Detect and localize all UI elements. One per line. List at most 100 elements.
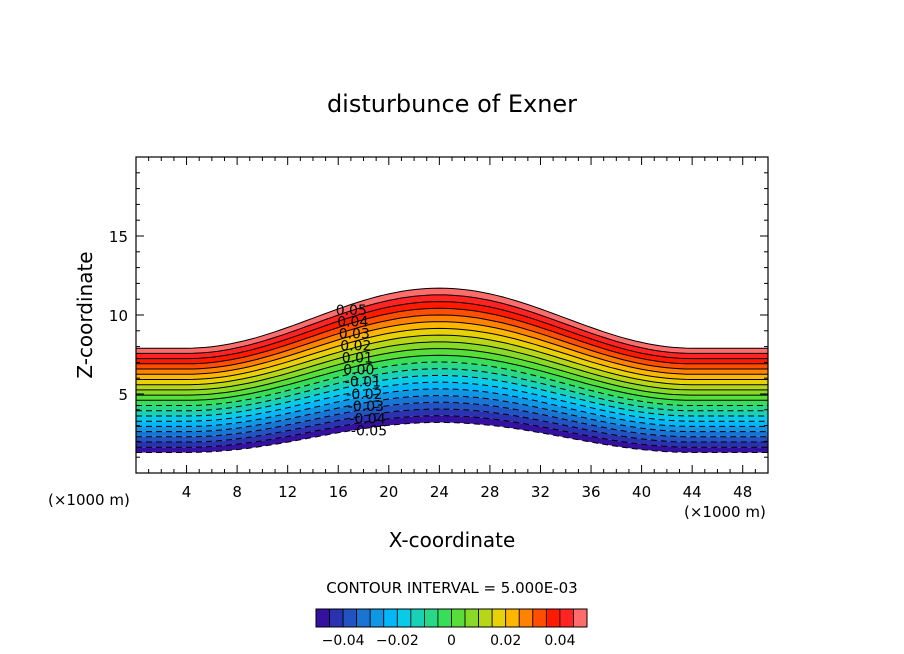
contour-line — [136, 334, 768, 386]
contour-band — [136, 348, 768, 401]
x-tick-label: 12 — [278, 483, 297, 501]
colorbar-cell — [396, 608, 412, 628]
x-axis: 4 8 12 16 20 24 28 32 36 40 44 48 — [148, 157, 756, 501]
y-tick-label: 5 — [118, 386, 128, 404]
contour-band — [136, 288, 768, 354]
x-tick-label: 28 — [480, 483, 499, 501]
colorbar-cell — [410, 608, 425, 628]
contour-line — [136, 415, 768, 448]
contour-line — [136, 368, 768, 412]
contour-band — [136, 328, 768, 385]
y-tick-label: 10 — [109, 307, 128, 325]
contour-line — [136, 388, 768, 427]
colorbar-cell — [315, 608, 330, 628]
contour-band — [136, 294, 768, 359]
x-tick-label: 32 — [531, 483, 550, 501]
contour-line — [136, 354, 768, 401]
colorbar-cell — [545, 608, 561, 628]
contour-line — [136, 307, 768, 365]
x-unit-label-right: (×1000 m) — [684, 503, 766, 521]
contour-line — [136, 341, 768, 391]
contour-line — [136, 381, 768, 422]
contour-line-label: -0.04 — [349, 411, 385, 427]
contour-band — [136, 375, 768, 422]
contour-band — [136, 301, 768, 364]
colorbar-cell — [573, 608, 588, 628]
contour-band — [136, 355, 768, 406]
y-axis-title: Z-coordinate — [73, 251, 97, 378]
contour-band — [136, 368, 768, 416]
contour-band — [136, 402, 768, 442]
contour-line-label: -0.03 — [348, 399, 384, 415]
contour-line-label: 0.00 — [343, 363, 374, 379]
colorbar-cell — [491, 608, 507, 628]
colorbar-cell — [451, 608, 466, 628]
colorbar-tick-label: 0 — [447, 633, 456, 649]
contour-band — [136, 341, 768, 396]
contour-field — [136, 288, 768, 453]
contour-line — [136, 421, 768, 453]
contour-line — [136, 287, 768, 349]
colorbar-cell — [356, 608, 371, 628]
contour-interval-label: CONTOUR INTERVAL = 5.000E-03 — [326, 579, 577, 597]
colorbar-frame — [315, 608, 588, 628]
x-tick-label: 40 — [632, 483, 651, 501]
colorbar-cell — [532, 608, 547, 628]
contour-line — [136, 294, 768, 354]
contour-line — [136, 321, 768, 375]
contour-lines — [136, 287, 768, 453]
contour-band — [136, 409, 768, 448]
contour-band — [136, 321, 768, 380]
x-tick-label: 36 — [581, 483, 600, 501]
contour-line — [136, 408, 768, 443]
x-tick-label: 20 — [379, 483, 398, 501]
contour-band — [136, 362, 768, 411]
colorbar-tick-label: 0.04 — [544, 633, 575, 649]
contour-line — [136, 401, 768, 438]
contour-line-label: -0.01 — [345, 375, 381, 391]
contour-line — [136, 361, 768, 406]
contour-line-label: 0.01 — [342, 351, 373, 367]
x-tick-label: 48 — [733, 483, 752, 501]
contour-band — [136, 382, 768, 427]
contour-band — [136, 308, 768, 369]
colorbar-cell — [559, 608, 574, 628]
colorbar-cell — [437, 608, 452, 628]
colorbar-cell — [464, 608, 479, 628]
contour-line — [136, 374, 768, 417]
contour-line — [136, 395, 768, 433]
colorbar — [315, 608, 588, 628]
colorbar-cell — [383, 608, 398, 628]
contour-line-label: -0.05 — [351, 424, 387, 440]
colorbar-ticks: −0.04 −0.02 0 0.02 0.04 — [322, 633, 576, 649]
x-tick-label: 4 — [182, 483, 192, 501]
colorbar-cell — [478, 608, 493, 628]
x-unit-label: (×1000 m) — [48, 491, 130, 509]
contour-line — [136, 314, 768, 370]
contour-band — [136, 395, 768, 437]
contour-line — [136, 301, 768, 360]
contour-band — [136, 415, 768, 453]
contour-band — [136, 335, 768, 390]
colorbar-cell — [423, 608, 439, 628]
contour-line — [136, 348, 768, 396]
contour-line-labels: 0.050.040.030.020.010.00-0.01-0.02-0.03-… — [336, 303, 387, 440]
x-axis-title: X-coordinate — [389, 528, 516, 552]
colorbar-cell — [329, 608, 344, 628]
colorbar-cell — [342, 608, 358, 628]
colorbar-cell — [505, 608, 520, 628]
colorbar-cell — [369, 608, 385, 628]
x-tick-label: 8 — [232, 483, 242, 501]
colorbar-tick-label: 0.02 — [490, 633, 521, 649]
contour-line-label: 0.03 — [339, 327, 370, 343]
colorbar-tick-label: −0.04 — [322, 633, 365, 649]
contour-line — [136, 327, 768, 380]
contour-line-label: 0.05 — [336, 303, 367, 319]
y-tick-label: 15 — [109, 228, 128, 246]
colorbar-tick-label: −0.02 — [376, 633, 419, 649]
colorbar-cell — [518, 608, 534, 628]
contour-band — [136, 315, 768, 375]
x-tick-label: 44 — [683, 483, 702, 501]
contour-band — [136, 388, 768, 432]
